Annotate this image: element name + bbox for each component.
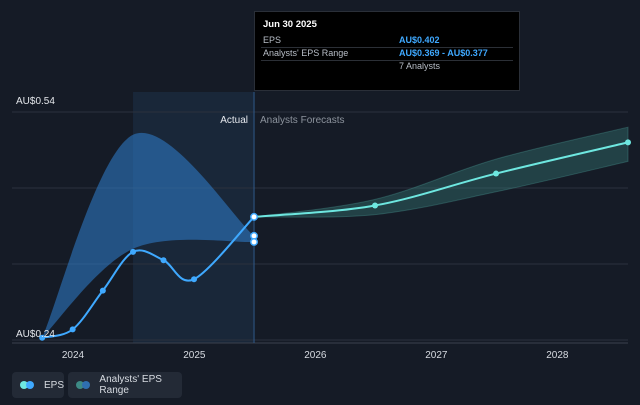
eps-point[interactable] <box>625 139 631 146</box>
range-band-past <box>42 132 255 338</box>
eps-point[interactable] <box>160 257 167 264</box>
eps-point[interactable] <box>99 287 106 294</box>
tooltip-row-range: Analysts' EPS Range AU$0.369 - AU$0.377 <box>261 46 513 61</box>
range-marker-point[interactable] <box>250 238 258 246</box>
grid-lines <box>12 111 628 344</box>
eps-point[interactable] <box>130 248 137 255</box>
eps-legend-icon <box>20 380 38 390</box>
eps-point[interactable] <box>191 276 198 283</box>
legend-item-eps[interactable]: EPS <box>12 372 64 398</box>
tooltip-eps-value: AU$0.402 <box>399 35 440 45</box>
tooltip-date: Jun 30 2025 <box>263 19 317 30</box>
y-tick-label: AU$0.24 <box>16 329 55 340</box>
x-tick-label: 2024 <box>62 350 85 361</box>
y-axis-labels: AU$0.54 AU$0.24 <box>16 96 55 340</box>
eps-point[interactable] <box>250 212 258 221</box>
eps-point[interactable] <box>39 334 46 341</box>
eps-point[interactable] <box>493 170 500 177</box>
legend: EPS Analysts' EPS Range <box>0 372 640 402</box>
tooltip-range-label: Analysts' EPS Range <box>263 48 349 58</box>
tooltip: Jun 30 2025 EPS AU$0.402 Analysts' EPS R… <box>254 11 520 91</box>
x-axis-labels: 2024 2025 2026 2027 2028 <box>62 350 569 361</box>
range-legend-icon <box>76 380 93 390</box>
legend-eps-label: EPS <box>43 379 64 391</box>
forecast-label: Analysts Forecasts <box>260 115 344 126</box>
tooltip-row-eps: EPS AU$0.402 <box>261 33 513 48</box>
x-tick-label: 2025 <box>183 350 206 361</box>
y-tick-label: AU$0.54 <box>16 96 55 107</box>
eps-point[interactable] <box>69 326 76 333</box>
eps-point[interactable] <box>372 202 379 209</box>
eps-points[interactable] <box>39 139 631 341</box>
x-tick-label: 2026 <box>304 350 327 361</box>
actual-label: Actual <box>220 115 248 126</box>
tooltip-analysts-count: 7 Analysts <box>399 61 441 71</box>
tooltip-range-value: AU$0.369 - AU$0.377 <box>399 48 488 58</box>
legend-range-label: Analysts' EPS Range <box>99 374 162 396</box>
eps-line-forecast <box>253 141 629 218</box>
tooltip-eps-label: EPS <box>263 35 282 45</box>
x-tick-label: 2028 <box>546 350 569 361</box>
x-tick-label: 2027 <box>425 350 448 361</box>
legend-item-range[interactable]: Analysts' EPS Range <box>68 372 182 398</box>
